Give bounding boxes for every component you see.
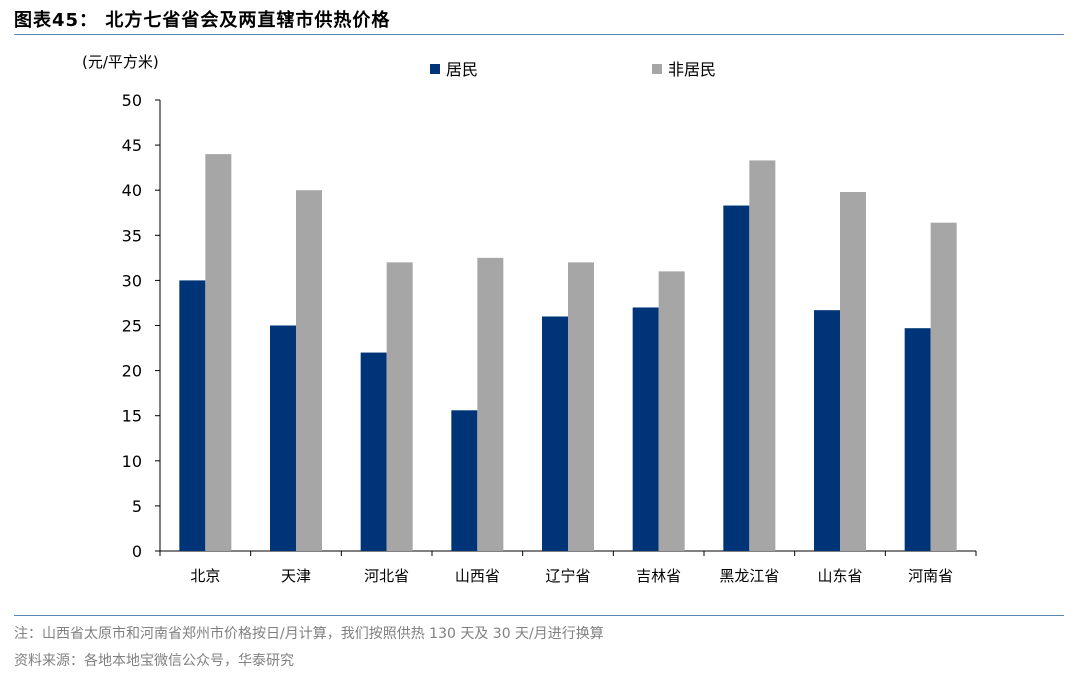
y-tick-label: 20 [122, 362, 142, 381]
legend-swatch [430, 64, 440, 74]
x-tick-label: 吉林省 [636, 567, 681, 585]
bar-residential [360, 352, 387, 551]
legend-label: 居民 [446, 60, 478, 79]
legend-label: 非居民 [668, 60, 716, 79]
source-note: 资料来源：各地本地宝微信公众号，华泰研究 [14, 653, 294, 669]
x-tick-label: 山西省 [455, 567, 500, 585]
bar-non-residential [386, 262, 413, 551]
y-tick-label: 30 [122, 271, 142, 290]
x-tick-label: 天津 [281, 567, 311, 585]
bar-non-residential [658, 271, 685, 551]
bar-non-residential [930, 222, 957, 551]
y-tick-label: 35 [122, 226, 142, 245]
bar-chart: (元/平方米) 居民 非居民 0 5 10 15 20 25 30 35 40 45 50 北京 天津 河… [82, 53, 977, 585]
legend-swatch [652, 64, 662, 74]
bar-residential [451, 410, 478, 551]
bar-non-residential [205, 154, 232, 551]
y-axis: 0 5 10 15 20 25 30 35 40 45 50 [122, 91, 161, 561]
bar-residential [904, 328, 931, 551]
bar-residential [814, 310, 840, 551]
title-divider [14, 34, 1064, 35]
x-tick-label: 河南省 [908, 567, 953, 585]
y-tick-label: 15 [122, 407, 142, 426]
y-tick-label: 5 [132, 497, 142, 516]
bar-residential [179, 280, 206, 551]
bar-non-residential [296, 190, 322, 551]
bar-residential [632, 307, 659, 551]
y-tick-label: 40 [122, 181, 142, 200]
y-tick-label: 50 [122, 91, 142, 110]
x-tick-label: 河北省 [364, 567, 409, 585]
footer-divider [14, 615, 1064, 616]
bar-residential [270, 325, 296, 551]
footnote: 注：山西省太原市和河南省郑州市价格按日/月计算，我们按照供热 130 天及 30… [14, 626, 604, 642]
chart-title: 图表45： 北方七省省会及两直辖市供热价格 [14, 10, 391, 31]
x-tick-label: 北京 [190, 567, 220, 585]
legend: 居民 非居民 [430, 60, 716, 79]
bar-non-residential [568, 262, 594, 551]
y-tick-label: 25 [122, 317, 142, 336]
bar-residential [542, 316, 568, 551]
bar-non-residential [840, 192, 866, 551]
bar-non-residential [749, 160, 776, 551]
bars [179, 154, 957, 551]
x-tick-label: 辽宁省 [545, 567, 590, 585]
y-tick-label: 45 [122, 136, 142, 155]
x-tick-label: 山东省 [817, 567, 862, 585]
bar-non-residential [477, 257, 504, 551]
bar-residential [723, 205, 750, 551]
y-tick-label: 0 [132, 542, 142, 561]
y-tick-label: 10 [122, 452, 142, 471]
y-axis-label: (元/平方米) [82, 53, 159, 71]
x-tick-label: 黑龙江省 [719, 567, 779, 585]
x-axis: 北京 天津 河北省 山西省 辽宁省 吉林省 黑龙江省 山东省 河南省 [159, 550, 977, 585]
